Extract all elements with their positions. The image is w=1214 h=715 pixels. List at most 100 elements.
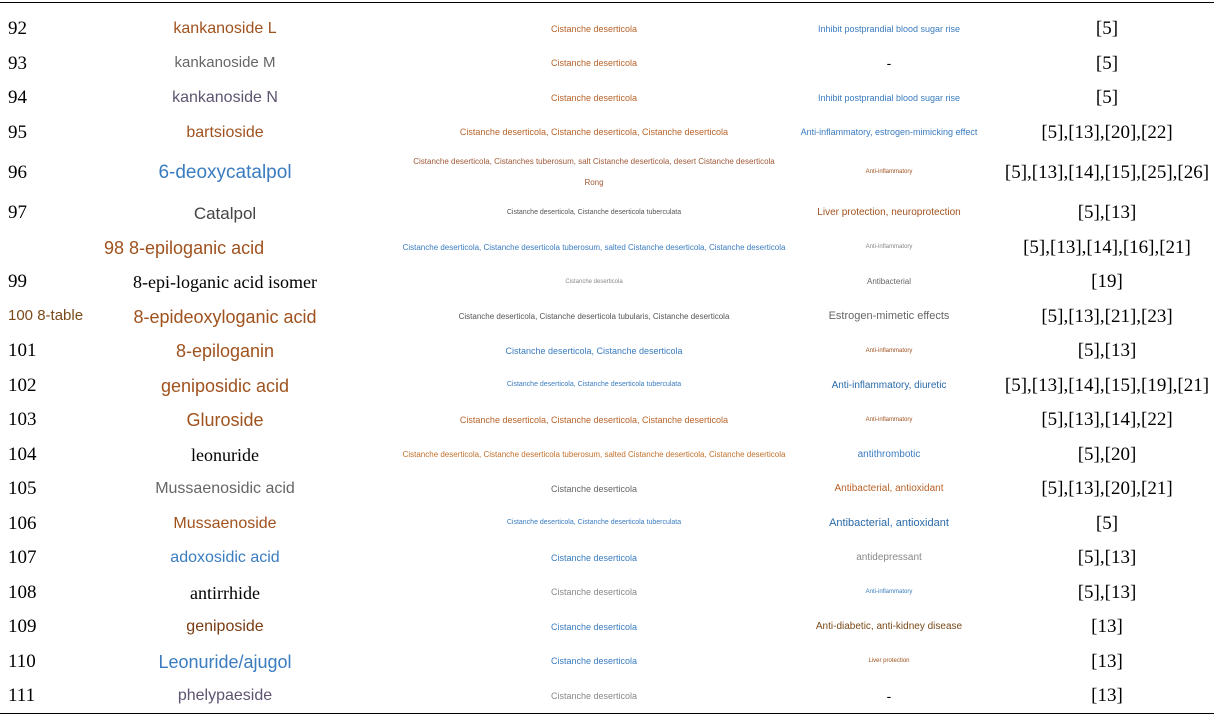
table-row: 108 antirrhide Cistanche deserticola Anti-i… (0, 576, 1214, 611)
table-row: 93 kankanoside M Cistanche deserticola - [5] (0, 47, 1214, 82)
activity: Anti-diabetic, anti-kidney disease (815, 621, 963, 632)
compound-name: geniposide (186, 618, 264, 636)
reference: [5] (1095, 512, 1119, 534)
reference: [5],[13] (1077, 340, 1137, 362)
table-row: 97 Catalpol Cistanche deserticola, Cistanc… (0, 196, 1214, 231)
reference: [5],[13] (1077, 202, 1137, 224)
activity: Anti-inflammatory (865, 169, 913, 176)
plant-source: Cistanche deserticola (550, 92, 638, 103)
plant-source: Cistanche deserticola, Cistanche deserti… (506, 519, 682, 527)
row-number: 97 (8, 202, 27, 224)
row-number: 96 (8, 162, 27, 184)
plant-source: Cistanche deserticola, Cistanche deserti… (458, 311, 730, 321)
table-row: 111 phelypaeside Cistanche deserticola - [13… (0, 679, 1214, 714)
reference: [5],[13],[14],[22] (1041, 409, 1173, 431)
reference: [5],[13],[14],[15],[19],[21] (1004, 374, 1210, 396)
activity: Antibacterial, antioxidant (829, 516, 949, 529)
activity: Anti-inflammatory, diuretic (831, 379, 947, 391)
plant-source: Cistanche deserticola (550, 23, 638, 34)
plant-source: Cistanche deserticola (550, 58, 638, 69)
reference: [19] (1091, 271, 1123, 293)
plant-source: Cistanche deserticola (550, 621, 638, 632)
reference: [5] (1095, 52, 1119, 74)
row-number: 110 (8, 650, 36, 672)
compound-name: Gluroside (186, 410, 264, 430)
reference: [13] (1091, 616, 1123, 638)
reference: [5],[13],[14],[15],[25],[26] (1004, 162, 1210, 184)
activity: Liver protection (868, 658, 910, 664)
row-number: 108 (8, 581, 37, 603)
table-row: 105 Mussaenosidic acid Cistanche desertico… (0, 472, 1214, 507)
reference: [5],[13] (1077, 547, 1137, 569)
activity: Anti-inflammatory, estrogen-mimicking ef… (800, 127, 978, 138)
row-number: 111 (8, 685, 36, 707)
plant-source: Cistanche deserticola, Cistanche deserti… (459, 127, 729, 138)
row-number: 105 (8, 478, 37, 500)
compound-name: 8-epi-loganic acid isomer (133, 272, 317, 292)
top-rule (0, 2, 1214, 3)
plant-source: Cistanche deserticola (550, 587, 638, 598)
table-row: 109 geniposide Cistanche deserticola Anti-d… (0, 610, 1214, 645)
table-row: 95 bartsioside Cistanche deserticola, Cist… (0, 116, 1214, 151)
table-row: 94 kankanoside N Cistanche deserticola Inhi… (0, 81, 1214, 116)
plant-source: Cistanche deserticola (550, 656, 638, 667)
activity: Inhibit postprandial blood sugar rise (817, 23, 961, 34)
activity: Antibacterial (866, 277, 912, 287)
row-number: 103 (8, 409, 37, 431)
compound-name: 8-epideoxyloganic acid (133, 306, 317, 327)
table-row: 110 Leonuride/ajugol Cistanche deserticola… (0, 645, 1214, 680)
activity: Estrogen-mimetic effects (828, 309, 950, 322)
compound-name: kankanoside N (172, 89, 278, 107)
plant-source: Cistanche deserticola, Cistanches tubero… (413, 157, 775, 187)
row-number: 95 (8, 121, 27, 143)
table-row: 92 kankanoside L Cistanche deserticola Inhi… (0, 12, 1214, 47)
activity: Anti-inflammatory (865, 244, 913, 250)
compound-name: geniposidic acid (160, 375, 290, 396)
compound-name: Catalpol (193, 203, 257, 223)
plant-source: Cistanche deserticola (565, 278, 623, 285)
reference: [13] (1091, 685, 1123, 707)
row-number: 101 (8, 340, 37, 362)
plant-source: Cistanche deserticola, Cistanche deserti… (505, 345, 683, 356)
plant-source: Cistanche deserticola, Cistanche deserti… (506, 208, 682, 216)
table-row: 107 adoxosidic acid Cistanche deserticola a… (0, 541, 1214, 576)
bottom-rule (0, 713, 1214, 714)
reference: [5],[13],[20],[22] (1041, 121, 1173, 143)
activity: - (886, 55, 892, 71)
table-row: 102 geniposidic acid Cistanche deserticola… (0, 369, 1214, 404)
row-number: 94 (8, 87, 27, 109)
activity: Liver protection, neuroprotection (817, 207, 961, 218)
plant-source: Cistanche deserticola, Cistanche deserti… (506, 381, 682, 389)
compound-name: 98 8-epiloganic acid (104, 237, 265, 258)
reference: [5],[20] (1077, 443, 1137, 465)
activity: Anti-inflammatory (865, 347, 913, 354)
compound-name: 8-epiloganin (175, 341, 275, 361)
row-number: 106 (8, 512, 37, 534)
row-number: 104 (8, 443, 37, 465)
reference: [5],[13],[21],[23] (1041, 305, 1173, 327)
compound-name: 6-deoxycatalpol (158, 162, 292, 184)
table-row: 101 8-epiloganin Cistanche deserticola, Ci… (0, 334, 1214, 369)
compound-name: kankanoside M (174, 54, 276, 72)
compound-name: antirrhide (190, 582, 260, 603)
reference: [5] (1095, 87, 1119, 109)
activity: antithrombotic (857, 448, 921, 460)
reference: [5] (1095, 18, 1119, 40)
table-row: 100 8-table 8-epideoxyloganic acid Cistanc… (0, 300, 1214, 335)
table-row: 98 8-epiloganic acid Cistanche deserticol… (0, 231, 1214, 266)
table-row: 99 8-epi-loganic acid isomer Cistanche des… (0, 265, 1214, 300)
reference: [13] (1091, 650, 1123, 672)
activity: Antibacterial, antioxidant (834, 483, 944, 494)
compound-name: Leonuride/ajugol (158, 651, 292, 672)
table-row: 96 6-deoxycatalpol Cistanche deserticola, … (0, 150, 1214, 196)
compound-name: phelypaeside (177, 687, 273, 705)
compound-name: leonuride (191, 444, 259, 465)
compound-name: Mussaenosidic acid (155, 480, 295, 498)
reference: [5],[13],[20],[21] (1041, 478, 1173, 500)
row-number: 92 (8, 18, 27, 40)
compound-name: bartsioside (186, 123, 264, 141)
row-number: 109 (8, 616, 37, 638)
plant-source: Cistanche deserticola (550, 690, 638, 701)
plant-source: Cistanche deserticola, Cistanche deserti… (402, 242, 786, 252)
